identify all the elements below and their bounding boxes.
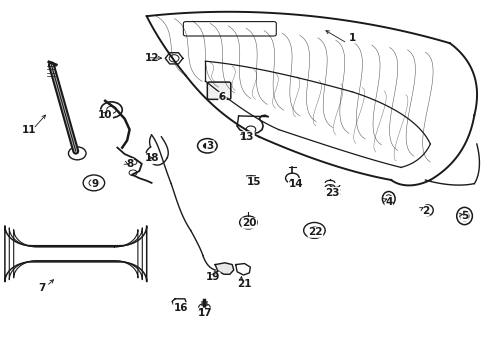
Text: 12: 12 xyxy=(144,53,159,63)
Circle shape xyxy=(285,173,299,183)
Text: 1: 1 xyxy=(348,33,355,43)
Text: 13: 13 xyxy=(239,132,254,142)
Text: 9: 9 xyxy=(92,179,99,189)
Text: 20: 20 xyxy=(242,218,256,228)
Text: 23: 23 xyxy=(325,188,339,198)
Text: 22: 22 xyxy=(307,227,322,237)
Text: 5: 5 xyxy=(460,211,467,221)
Text: 21: 21 xyxy=(237,279,251,289)
Circle shape xyxy=(203,143,211,149)
Text: 3: 3 xyxy=(206,141,213,151)
Text: 6: 6 xyxy=(219,92,225,102)
Ellipse shape xyxy=(456,207,471,225)
FancyBboxPatch shape xyxy=(207,82,230,99)
Text: 15: 15 xyxy=(246,177,261,187)
Circle shape xyxy=(101,102,122,118)
Text: 19: 19 xyxy=(205,272,220,282)
Text: 8: 8 xyxy=(126,159,133,169)
Text: 2: 2 xyxy=(421,206,428,216)
Circle shape xyxy=(239,216,257,229)
Text: 11: 11 xyxy=(22,125,37,135)
Text: 10: 10 xyxy=(98,110,112,120)
Text: 7: 7 xyxy=(38,283,45,293)
Circle shape xyxy=(150,155,158,161)
Polygon shape xyxy=(215,263,233,274)
Text: 18: 18 xyxy=(144,153,159,163)
Text: 17: 17 xyxy=(198,308,212,318)
Text: 14: 14 xyxy=(288,179,303,189)
Circle shape xyxy=(303,222,325,238)
Text: 4: 4 xyxy=(384,197,392,207)
Circle shape xyxy=(197,139,217,153)
Circle shape xyxy=(83,175,104,191)
Text: 16: 16 xyxy=(173,303,188,313)
